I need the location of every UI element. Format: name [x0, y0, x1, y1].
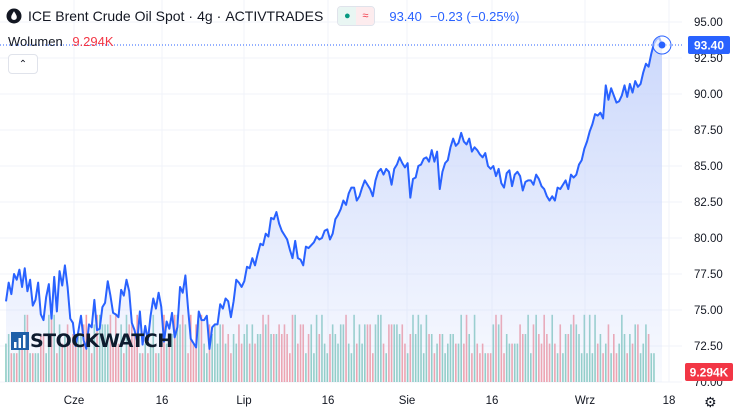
watermark-text: STOCKWATCH: [30, 330, 173, 352]
y-tick-label: 77.50: [694, 269, 723, 281]
exchange-label: ACTIVTRADES: [225, 8, 324, 24]
y-tick-label: 80.00: [694, 233, 723, 245]
price-change-value: −0.23 (−0.25%): [429, 8, 520, 24]
x-tick-label: 16: [322, 395, 335, 407]
time-axis[interactable]: Cze 16 Lip 16 Sie 16 Wrz 18: [64, 395, 676, 407]
header-separator: ·: [216, 8, 222, 24]
market-status-icon[interactable]: ●: [338, 7, 357, 25]
price-axis[interactable]: 95.00 92.50 90.00 87.50 85.00 82.50 80.00 77.50…: [694, 17, 723, 389]
y-tick-label: 85.00: [694, 161, 723, 173]
interval-label[interactable]: 4g: [197, 8, 213, 24]
wave-icon[interactable]: ≈: [356, 7, 375, 25]
last-price-dot: [658, 41, 666, 49]
header-separator: ·: [188, 8, 194, 24]
last-price-markers: 93.40 9.294K: [0, 35, 733, 381]
y-tick-label: 95.00: [694, 17, 723, 29]
x-tick-label: Wrz: [575, 395, 595, 407]
x-tick-label: Sie: [399, 395, 416, 407]
status-pill[interactable]: ● ≈: [337, 6, 376, 26]
y-tick-label: 90.00: [694, 89, 723, 101]
x-tick-label: Cze: [64, 395, 84, 407]
volume-legend[interactable]: Wolumen 9.294K: [8, 34, 114, 49]
volume-axis-label-bg: [685, 363, 733, 381]
x-tick-label: Lip: [236, 395, 251, 407]
collapse-legend-button[interactable]: ⌃: [8, 54, 38, 74]
y-tick-label: 72.50: [694, 341, 723, 353]
price-axis-label-bg: [688, 36, 730, 55]
price-axis-last-label: 93.40: [694, 39, 724, 53]
price-area-fill: [6, 37, 662, 383]
symbol-drop-icon: [6, 8, 22, 24]
y-tick-label: 82.50: [694, 197, 723, 209]
volume-label: Wolumen: [8, 34, 63, 49]
price-line-path: [5, 36, 663, 350]
y-tick-label: 87.50: [694, 125, 723, 137]
symbol-name[interactable]: ICE Brent Crude Oil Spot: [28, 8, 185, 24]
chevron-up-icon: ⌃: [18, 58, 28, 70]
price-line: [5, 36, 663, 350]
price-area: [6, 37, 662, 383]
x-tick-label: 16: [156, 395, 169, 407]
volume-value: 9.294K: [72, 34, 114, 49]
y-tick-label: 75.00: [694, 305, 723, 317]
chart-header: ICE Brent Crude Oil Spot · 4g · ACTIVTRA…: [6, 6, 520, 26]
volume-axis-label: 9.294K: [690, 366, 729, 380]
y-tick-label: 92.50: [694, 53, 723, 65]
settings-gear-icon[interactable]: ⚙: [704, 394, 717, 410]
x-tick-label: 18: [663, 395, 676, 407]
last-price-value: 93.40: [389, 8, 422, 24]
x-tick-label: 16: [486, 395, 499, 407]
bar-chart-logo-icon: [11, 332, 29, 350]
watermark-logo: STOCKWATCH: [10, 330, 173, 352]
